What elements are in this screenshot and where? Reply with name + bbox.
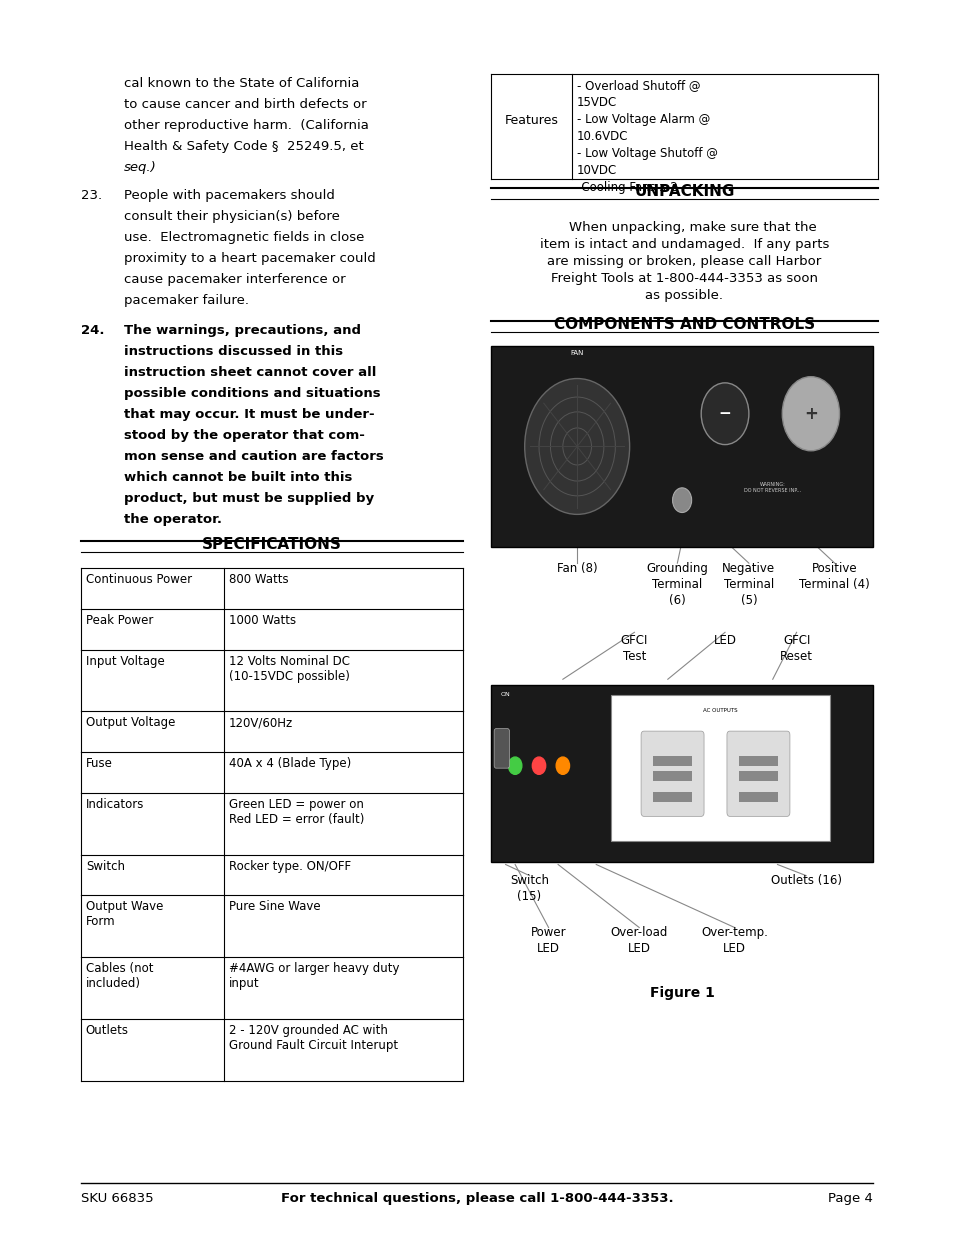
Text: −: −: [718, 406, 731, 421]
Text: GFCI
Reset: GFCI Reset: [780, 634, 812, 662]
Text: Positive
Terminal (4): Positive Terminal (4): [799, 562, 869, 590]
Text: 800 Watts: 800 Watts: [229, 573, 288, 587]
FancyBboxPatch shape: [739, 771, 777, 781]
Text: that may occur. It must be under-: that may occur. It must be under-: [124, 408, 375, 421]
FancyBboxPatch shape: [739, 756, 777, 766]
Text: Cables (not
included): Cables (not included): [86, 962, 153, 990]
Text: Input Voltage: Input Voltage: [86, 655, 165, 668]
Text: Grounding
Terminal
(6): Grounding Terminal (6): [646, 562, 707, 606]
Text: 12 Volts Nominal DC
(10-15VDC possible): 12 Volts Nominal DC (10-15VDC possible): [229, 655, 350, 683]
Text: mon sense and caution are factors: mon sense and caution are factors: [124, 450, 383, 463]
Text: Output Voltage: Output Voltage: [86, 716, 175, 730]
FancyBboxPatch shape: [491, 685, 872, 862]
FancyBboxPatch shape: [610, 695, 829, 841]
Text: Indicators: Indicators: [86, 798, 144, 811]
Circle shape: [700, 383, 748, 445]
Text: seq.): seq.): [124, 161, 156, 174]
Text: The warnings, precautions, and: The warnings, precautions, and: [124, 324, 360, 337]
Text: instruction sheet cannot cover all: instruction sheet cannot cover all: [124, 366, 376, 379]
Text: SPECIFICATIONS: SPECIFICATIONS: [202, 537, 341, 552]
Text: 120V/60Hz: 120V/60Hz: [229, 716, 293, 730]
FancyBboxPatch shape: [491, 346, 872, 547]
Text: which cannot be built into this: which cannot be built into this: [124, 471, 352, 484]
Text: consult their physician(s) before: consult their physician(s) before: [124, 210, 339, 224]
Text: ON: ON: [500, 692, 510, 697]
Text: 24.: 24.: [81, 324, 105, 337]
Text: Switch
(15): Switch (15): [510, 874, 548, 903]
Text: 23.: 23.: [81, 189, 102, 203]
FancyBboxPatch shape: [653, 792, 691, 802]
Text: Peak Power: Peak Power: [86, 614, 153, 627]
Circle shape: [524, 379, 629, 515]
Text: AC OUTPUTS: AC OUTPUTS: [702, 708, 737, 713]
Text: to cause cancer and birth defects or: to cause cancer and birth defects or: [124, 98, 366, 111]
Text: Green LED = power on
Red LED = error (fault): Green LED = power on Red LED = error (fa…: [229, 798, 364, 826]
Text: Output Wave
Form: Output Wave Form: [86, 900, 163, 929]
Text: For technical questions, please call 1-800-444-3353.: For technical questions, please call 1-8…: [280, 1192, 673, 1205]
Text: proximity to a heart pacemaker could: proximity to a heart pacemaker could: [124, 252, 375, 266]
FancyBboxPatch shape: [494, 729, 509, 768]
Circle shape: [781, 377, 839, 451]
Circle shape: [672, 488, 691, 513]
Text: instructions discussed in this: instructions discussed in this: [124, 345, 343, 358]
Text: GFCI
Test: GFCI Test: [620, 634, 647, 662]
FancyBboxPatch shape: [653, 771, 691, 781]
Text: 1000 Watts: 1000 Watts: [229, 614, 295, 627]
Text: product, but must be supplied by: product, but must be supplied by: [124, 492, 374, 505]
Text: Features: Features: [504, 114, 558, 127]
Text: Negative
Terminal
(5): Negative Terminal (5): [721, 562, 775, 606]
Text: Fan (8): Fan (8): [557, 562, 597, 576]
Text: Health & Safety Code §  25249.5, et: Health & Safety Code § 25249.5, et: [124, 140, 363, 153]
Circle shape: [532, 757, 545, 774]
Text: - Overload Shutoff @
15VDC
- Low Voltage Alarm @
10.6VDC
- Low Voltage Shutoff @: - Overload Shutoff @ 15VDC - Low Voltage…: [577, 79, 718, 194]
Text: Pure Sine Wave: Pure Sine Wave: [229, 900, 320, 914]
Text: other reproductive harm.  (California: other reproductive harm. (California: [124, 119, 369, 132]
Text: When unpacking, make sure that the
item is intact and undamaged.  If any parts
a: When unpacking, make sure that the item …: [539, 221, 828, 303]
Text: COMPONENTS AND CONTROLS: COMPONENTS AND CONTROLS: [554, 317, 814, 332]
Text: LED: LED: [713, 634, 736, 647]
Circle shape: [508, 757, 521, 774]
Text: Power
LED: Power LED: [530, 926, 566, 955]
FancyBboxPatch shape: [653, 756, 691, 766]
Text: Over-load
LED: Over-load LED: [610, 926, 667, 955]
Text: UNPACKING: UNPACKING: [634, 184, 734, 199]
Text: Page 4: Page 4: [827, 1192, 872, 1205]
Text: +: +: [803, 405, 817, 422]
Text: 2 - 120V grounded AC with
Ground Fault Circuit Interupt: 2 - 120V grounded AC with Ground Fault C…: [229, 1024, 397, 1052]
Text: People with pacemakers should: People with pacemakers should: [124, 189, 335, 203]
Text: Continuous Power: Continuous Power: [86, 573, 192, 587]
Text: FAN: FAN: [570, 350, 583, 356]
Text: 40A x 4 (Blade Type): 40A x 4 (Blade Type): [229, 757, 351, 771]
FancyBboxPatch shape: [739, 792, 777, 802]
Text: Over-temp.
LED: Over-temp. LED: [700, 926, 767, 955]
Circle shape: [556, 757, 569, 774]
Text: WARNING:
DO NOT REVERSE INP...: WARNING: DO NOT REVERSE INP...: [743, 483, 801, 493]
Text: #4AWG or larger heavy duty
input: #4AWG or larger heavy duty input: [229, 962, 399, 990]
Text: Outlets (16): Outlets (16): [770, 874, 841, 888]
Text: Outlets: Outlets: [86, 1024, 129, 1037]
Text: pacemaker failure.: pacemaker failure.: [124, 294, 249, 308]
Text: possible conditions and situations: possible conditions and situations: [124, 387, 380, 400]
Text: the operator.: the operator.: [124, 513, 222, 526]
Text: SKU 66835: SKU 66835: [81, 1192, 153, 1205]
Text: Fuse: Fuse: [86, 757, 112, 771]
FancyBboxPatch shape: [726, 731, 789, 816]
Text: cause pacemaker interference or: cause pacemaker interference or: [124, 273, 345, 287]
Text: stood by the operator that com-: stood by the operator that com-: [124, 429, 364, 442]
Text: use.  Electromagnetic fields in close: use. Electromagnetic fields in close: [124, 231, 364, 245]
FancyBboxPatch shape: [640, 731, 703, 816]
Text: Figure 1: Figure 1: [649, 986, 714, 999]
Text: Switch: Switch: [86, 860, 125, 873]
Text: cal known to the State of California: cal known to the State of California: [124, 77, 359, 90]
Text: Rocker type. ON/OFF: Rocker type. ON/OFF: [229, 860, 351, 873]
